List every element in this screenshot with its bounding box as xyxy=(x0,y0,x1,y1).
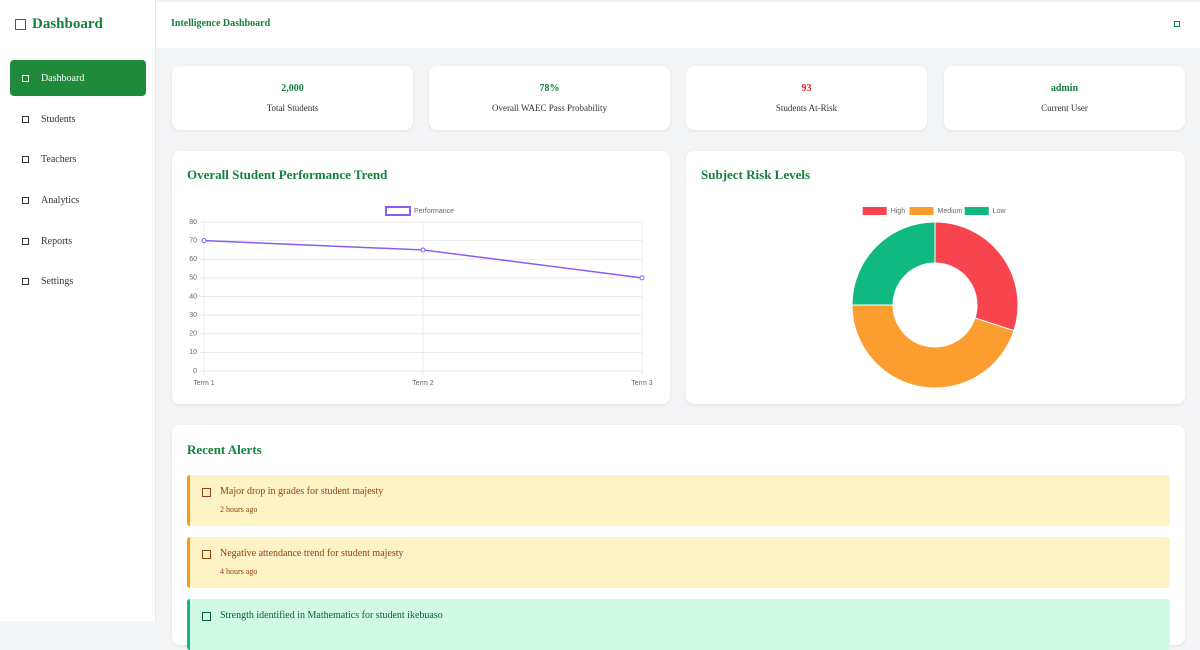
stat-card: 2,000 Total Students xyxy=(172,66,413,130)
y-tick-label: 10 xyxy=(189,349,197,356)
nav-item[interactable]: Reports xyxy=(10,223,146,259)
nav-label: Teachers xyxy=(41,153,77,165)
header-icon[interactable] xyxy=(1174,21,1180,27)
stat-value: 93 xyxy=(801,83,812,94)
nav-label: Analytics xyxy=(41,194,80,206)
line-chart-card: Overall Student Performance Trend 0 10 20 30… xyxy=(172,151,670,404)
stat-label: Overall WAEC Pass Probability xyxy=(491,103,608,113)
donut-chart-card: Subject Risk Levels High Medium Low xyxy=(686,151,1185,404)
data-point xyxy=(420,247,426,253)
x-tick-label: Term 3 xyxy=(631,380,653,387)
y-tick-label: 60 xyxy=(189,256,197,263)
donut-segment xyxy=(851,304,1015,389)
legend-label: Low xyxy=(993,208,1007,215)
y-tick-label: 20 xyxy=(189,331,197,338)
nav-item[interactable]: Teachers xyxy=(10,141,146,177)
nav-label: Dashboard xyxy=(41,72,85,84)
legend-label: Performance xyxy=(414,208,454,215)
chart-title: Overall Student Performance Trend xyxy=(187,167,388,182)
header: Intelligence Dashboard xyxy=(156,2,1200,48)
data-point xyxy=(201,238,207,244)
legend-label: Medium xyxy=(938,208,963,215)
legend-swatch xyxy=(964,207,989,215)
nav-item[interactable]: Settings xyxy=(10,263,146,299)
stat-value: admin xyxy=(1050,83,1079,94)
y-tick-label: 70 xyxy=(189,237,197,244)
alert: Major drop in grades for student majesty… xyxy=(187,475,1170,526)
alert: Strength identified in Mathematics for s… xyxy=(187,599,1170,650)
nav-label: Reports xyxy=(41,235,73,247)
nav-item[interactable]: Dashboard xyxy=(10,60,146,96)
y-tick-label: 50 xyxy=(189,275,197,282)
alerts-card: Recent Alerts Major drop in grades for s… xyxy=(172,425,1185,650)
y-tick-label: 40 xyxy=(189,293,197,300)
sidebar: Dashboard Dashboard Students Teachers An… xyxy=(0,0,156,621)
stat-label: Total Students xyxy=(266,103,319,113)
y-tick-label: 0 xyxy=(193,368,197,375)
legend-swatch xyxy=(909,207,934,215)
legend-label: High xyxy=(891,208,906,215)
stat-label: Current User xyxy=(1041,103,1088,113)
x-tick-label: Term 1 xyxy=(193,380,215,387)
data-point xyxy=(639,275,645,281)
stat-card: admin Current User xyxy=(944,66,1185,130)
donut-segment xyxy=(934,221,1019,332)
logo[interactable]: Dashboard xyxy=(15,16,103,33)
chart-title: Subject Risk Levels xyxy=(701,167,810,182)
alert-message: Strength identified in Mathematics for s… xyxy=(220,610,443,621)
header-title: Intelligence Dashboard xyxy=(171,18,271,29)
stat-value: 78% xyxy=(539,83,560,94)
donut-segment xyxy=(851,221,936,306)
logo-text: Dashboard xyxy=(32,16,103,32)
nav-label: Settings xyxy=(41,275,74,287)
legend-swatch xyxy=(862,207,887,215)
alert-time: 4 hours ago xyxy=(220,567,258,576)
nav-label: Students xyxy=(41,113,76,125)
nav-item[interactable]: Analytics xyxy=(10,182,146,218)
y-tick-label: 80 xyxy=(189,219,197,226)
alert-message: Major drop in grades for student majesty xyxy=(220,486,384,497)
alert: Negative attendance trend for student ma… xyxy=(187,537,1170,588)
x-tick-label: Term 2 xyxy=(412,380,434,387)
stat-card: 93 Students At-Risk xyxy=(686,66,927,130)
stat-value: 2,000 xyxy=(281,83,304,94)
alert-message: Negative attendance trend for student ma… xyxy=(220,548,404,559)
stat-card: 78% Overall WAEC Pass Probability xyxy=(429,66,670,130)
y-tick-label: 30 xyxy=(189,312,197,319)
nav-item[interactable]: Students xyxy=(10,101,146,137)
alerts-title: Recent Alerts xyxy=(187,442,262,457)
alert-time: 2 hours ago xyxy=(220,505,258,514)
stat-label: Students At-Risk xyxy=(775,103,838,113)
legend-swatch xyxy=(385,206,411,216)
